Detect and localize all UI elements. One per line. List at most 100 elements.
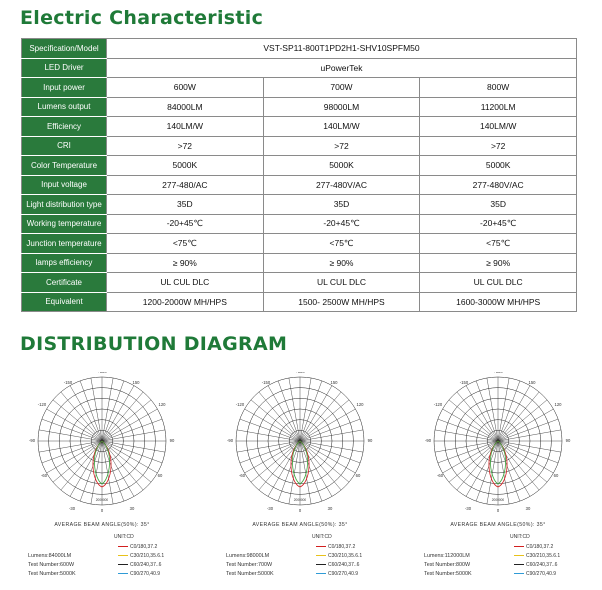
angle-label: -90: [425, 438, 432, 443]
table-cell: >72: [262, 135, 421, 156]
polar-spoke: [299, 440, 364, 453]
distribution-diagram-1: +180 -150 150 -120 120 -90 90 -60 60 -30 30 0 200000…: [12, 372, 192, 582]
polar-spoke: [497, 440, 554, 474]
polar-spoke: [239, 440, 301, 464]
polar-spoke: [101, 440, 163, 464]
diagram-info-lumens: Lumens:84000LM: [28, 553, 72, 559]
polar-spoke: [437, 440, 499, 464]
polar-spoke: [258, 440, 301, 491]
angle-label: +180: [295, 372, 305, 374]
polar-spoke: [299, 408, 356, 442]
table-cell: <75℃: [106, 233, 264, 254]
unit-label: UNIT:CD: [510, 534, 530, 540]
legend-swatch: [316, 545, 326, 548]
angle-label: -120: [236, 402, 245, 407]
legend-item: C0/180,37.2: [316, 544, 355, 550]
legend-item: C60/240,37..6: [118, 562, 161, 568]
diagram-info-lumens: Lumens:98000LM: [226, 553, 270, 559]
c90-curve: [490, 440, 506, 485]
table-cell: ≥ 90%: [106, 252, 264, 273]
legend-item: C0/180,37.2: [118, 544, 157, 550]
legend-swatch: [118, 563, 128, 566]
legend-swatch: [118, 554, 128, 557]
angle-label: 150: [133, 380, 141, 385]
electric-characteristic-title: Electric Characteristic: [20, 7, 264, 29]
angle-label: 90: [368, 438, 373, 443]
polar-spoke: [299, 440, 342, 491]
diagram-info-test2: Test Number:5000K: [424, 571, 472, 577]
legend-item: C30/210,35.6.1: [316, 553, 362, 559]
distribution-diagram-3: +180 -150 150 -120 120 -90 90 -60 60 -30 30 0 200000…: [408, 372, 588, 582]
polar-spoke: [299, 440, 356, 474]
row-label: Junction temperature: [21, 233, 107, 254]
polar-chart: +180 -150 150 -120 120 -90 90 -60 60 -30 30 0 200000…: [227, 372, 373, 513]
spec-table: Specification/Model VST-SP11-800T1PD2H1-…: [21, 38, 577, 312]
row-label: Certificate: [21, 272, 107, 293]
angle-label: 60: [356, 473, 361, 478]
angle-label: 0: [299, 508, 302, 513]
legend-label: C0/180,37.2: [526, 544, 554, 550]
polar-spoke: [101, 377, 114, 442]
table-cell: -20+45℃: [106, 213, 264, 234]
angle-label: 150: [529, 380, 537, 385]
row-label: Efficiency: [21, 116, 107, 137]
polar-spoke: [299, 429, 364, 442]
polar-spoke: [101, 440, 152, 483]
table-row: Working temperature -20+45℃ -20+45℃ -20+45℃: [21, 213, 577, 234]
polar-spoke: [299, 440, 323, 502]
polar-spoke: [465, 440, 499, 497]
row-label: Color Temperature: [21, 155, 107, 176]
legend-label: C30/210,35.6.1: [130, 553, 165, 559]
polar-spoke: [442, 440, 499, 474]
angle-label: 30: [130, 506, 135, 511]
legend-item: C90/270,40.9: [118, 571, 160, 577]
polar-spoke: [41, 418, 103, 442]
legend-item: C30/210,35.6.1: [514, 553, 560, 559]
polar-spoke: [38, 440, 103, 453]
row-label: Light distribution type: [21, 194, 107, 215]
table-cell: 5000K: [106, 155, 264, 176]
row-label: CRI: [21, 135, 107, 156]
table-row: lamps efficiency ≥ 90% ≥ 90% ≥ 90%: [21, 252, 577, 273]
polar-spoke: [288, 377, 301, 442]
polar-spoke: [101, 440, 114, 505]
c0-curve: [290, 440, 310, 488]
angle-label: -150: [460, 380, 469, 385]
table-cell: 700W: [262, 77, 421, 98]
legend-swatch: [316, 572, 326, 575]
diagram-info-test1: Test Number:700W: [226, 562, 273, 568]
polar-spoke: [434, 440, 499, 453]
polar-spoke: [497, 385, 531, 442]
polar-spoke: [250, 399, 301, 442]
polar-spoke: [456, 391, 499, 442]
distribution-diagram-title: DISTRIBUTION DIAGRAM: [20, 333, 288, 355]
row-label: Working temperature: [21, 213, 107, 234]
row-label: Equivalent: [21, 291, 107, 312]
table-cell: 1200-2000W MH/HPS: [106, 291, 264, 312]
table-row: Lumens output 84000LM 98000LM 11200LM: [21, 96, 577, 117]
polar-spoke: [258, 391, 301, 442]
legend-item: C60/240,37..6: [316, 562, 359, 568]
table-cell: 98000LM: [262, 96, 421, 117]
angle-label: -120: [434, 402, 443, 407]
table-row: Light distribution type 35D 35D 35D: [21, 194, 577, 215]
table-cell: 35D: [419, 194, 577, 215]
c0-curve: [92, 440, 112, 488]
polar-spoke: [497, 440, 510, 505]
angle-label: 60: [554, 473, 559, 478]
polar-spoke: [475, 380, 499, 442]
polar-spoke: [497, 440, 559, 464]
row-label: Input voltage: [21, 174, 107, 195]
table-row: Certificate UL CUL DLC UL CUL DLC UL CUL DL…: [21, 272, 577, 293]
angle-label: -120: [38, 402, 47, 407]
table-cell: 1600-3000W MH/HPS: [419, 291, 577, 312]
table-cell: 140LM/W: [419, 116, 577, 137]
polar-spoke: [79, 380, 103, 442]
polar-spoke: [299, 385, 333, 442]
table-cell: 600W: [106, 77, 264, 98]
polar-spoke: [277, 380, 301, 442]
legend-swatch: [514, 545, 524, 548]
angle-label: -30: [69, 506, 76, 511]
polar-spoke: [52, 399, 103, 442]
legend-label: C90/270,40.9: [328, 571, 359, 577]
